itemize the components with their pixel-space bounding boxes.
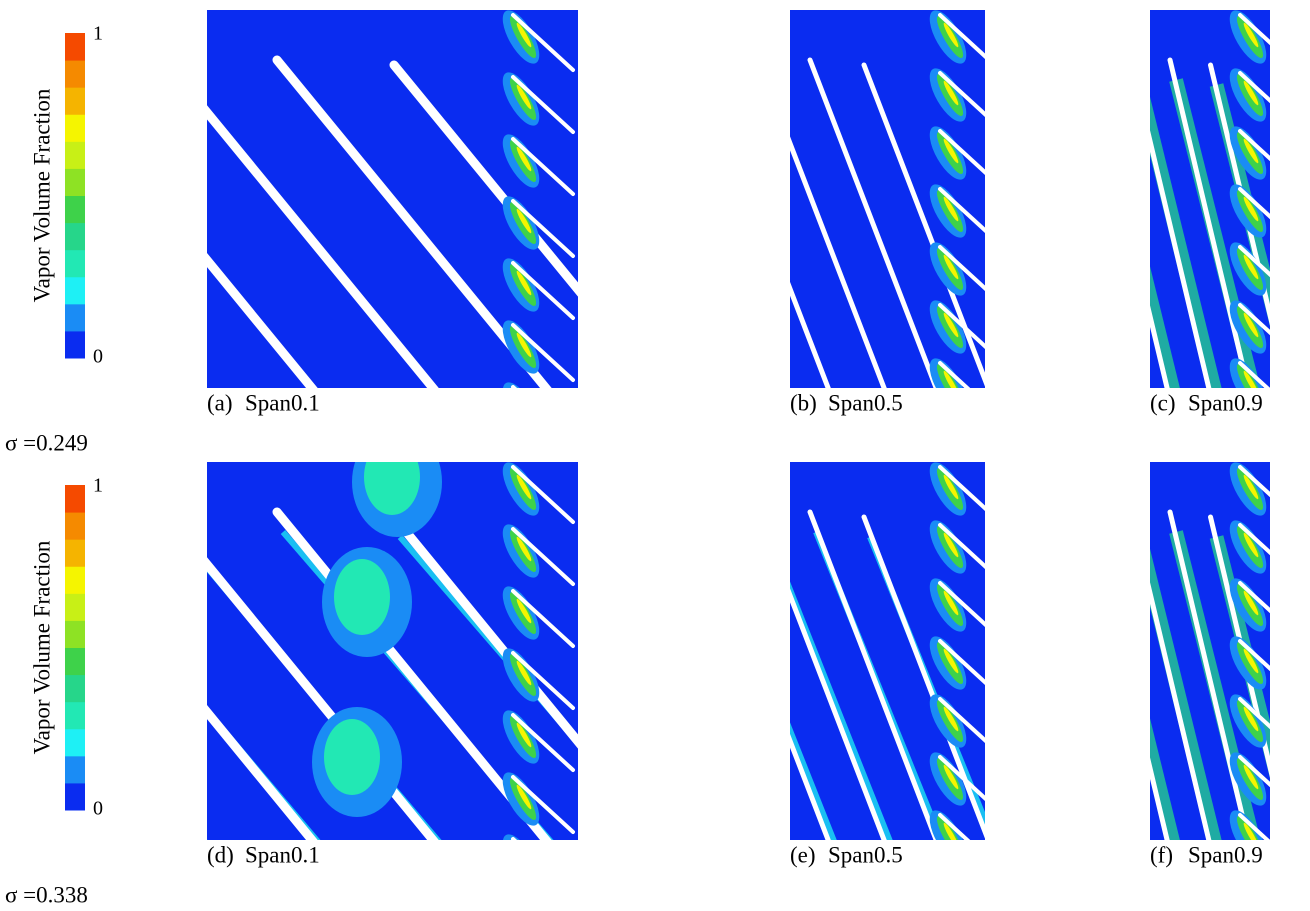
vapor-region	[324, 719, 380, 795]
vapor-region	[942, 880, 960, 907]
panel-caption: Span0.5	[828, 390, 903, 415]
colorbar-level	[65, 60, 85, 88]
vapor-region	[1242, 880, 1260, 907]
colorbar-level	[65, 114, 85, 142]
contour-panel	[0, 0, 700, 442]
vapor-region	[996, 282, 1146, 890]
colorbar-min: 0	[93, 346, 103, 368]
colorbar-level	[65, 620, 85, 648]
vapor-region	[1233, 419, 1267, 467]
vapor-region	[506, 837, 540, 885]
panel-label: (a)	[207, 390, 233, 415]
colorbar-max: 1	[93, 475, 103, 497]
blade	[554, 262, 796, 890]
vapor-region	[933, 419, 967, 467]
colorbar-level	[65, 566, 85, 594]
vapor-region	[933, 871, 967, 911]
vapor-region	[515, 846, 533, 873]
blade	[513, 839, 573, 894]
blade	[990, 0, 1140, 438]
colorbar-level	[65, 756, 85, 784]
vapor-region	[560, 282, 802, 890]
vapor-region	[923, 863, 974, 911]
panel-label: (f)	[1150, 842, 1173, 867]
colorbar-max: 1	[93, 23, 103, 45]
colorbar-level	[65, 648, 85, 676]
vapor-region	[506, 385, 540, 433]
vapor-region	[0, 282, 125, 890]
panel-label: (d)	[207, 842, 234, 867]
colorbar-level	[65, 512, 85, 540]
panel-caption: Span0.1	[245, 842, 320, 867]
colorbar-level	[65, 675, 85, 703]
colorbar-level	[65, 277, 85, 305]
colorbar-level	[65, 702, 85, 730]
colorbar-min: 0	[93, 798, 103, 820]
colorbar-title: Vapor Volume Fraction	[29, 88, 54, 302]
colorbar-level	[65, 304, 85, 332]
vapor-region	[1233, 871, 1267, 911]
colorbar-level	[65, 593, 85, 621]
colorbar-level	[65, 729, 85, 757]
panel-caption: Span0.1	[245, 390, 320, 415]
vapor-region	[334, 559, 390, 635]
blade	[1240, 873, 1300, 911]
panel-caption: Span0.9	[1188, 390, 1263, 415]
colorbar-level	[65, 141, 85, 169]
colorbar-level	[65, 196, 85, 224]
colorbar-level	[65, 33, 85, 61]
blade	[990, 262, 1140, 890]
panel-caption: Span0.5	[828, 842, 903, 867]
panel-label: (e)	[790, 842, 816, 867]
panel-caption: Span0.9	[1188, 842, 1263, 867]
panel-label: (b)	[790, 390, 817, 415]
figure: 1 0 Vapor Volume Fraction σ =0.249 (a) Span0.…	[0, 0, 1310, 911]
vapor-region	[364, 439, 420, 515]
vapor-region	[0, 282, 12, 890]
colorbar-level	[65, 250, 85, 278]
blade	[0, 262, 6, 890]
colorbar-level	[65, 223, 85, 251]
colorbar-level	[65, 168, 85, 196]
sigma-label: σ =0.338	[5, 882, 88, 907]
vapor-region	[1223, 863, 1274, 911]
vapor-region	[1242, 428, 1260, 455]
colorbar-level	[65, 539, 85, 567]
blade	[940, 873, 1000, 911]
blade	[0, 0, 6, 438]
vapor-region	[515, 394, 533, 421]
colorbar-level	[65, 331, 85, 359]
blade	[554, 0, 796, 438]
colorbar-level	[65, 783, 85, 811]
blade	[0, 0, 119, 438]
panel-label: (c)	[1150, 390, 1176, 415]
sigma-label: σ =0.249	[5, 430, 88, 455]
colorbar-title: Vapor Volume Fraction	[29, 540, 54, 754]
colorbar: 1 0 Vapor Volume Fraction	[29, 475, 103, 820]
colorbar: 1 0 Vapor Volume Fraction	[29, 23, 103, 368]
colorbar-level	[65, 87, 85, 115]
colorbar-level	[65, 485, 85, 513]
vapor-region	[996, 0, 1146, 438]
vapor-region	[942, 428, 960, 455]
blade	[513, 387, 573, 442]
